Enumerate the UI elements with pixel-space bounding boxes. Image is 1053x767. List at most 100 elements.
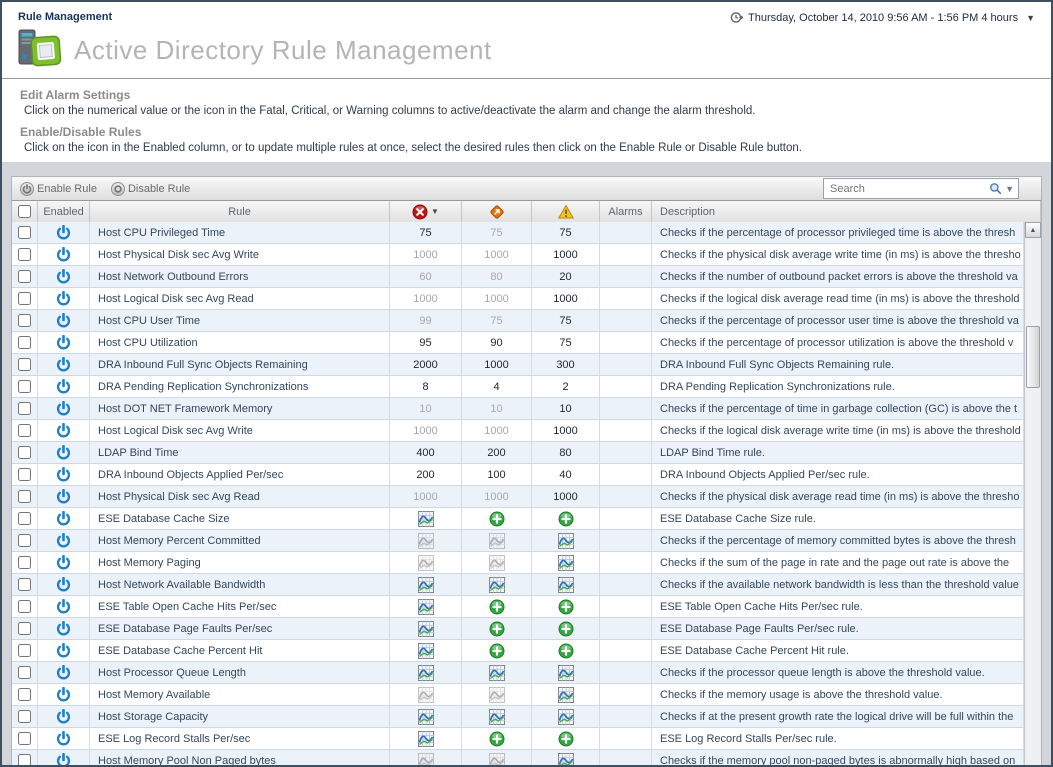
column-header-alarms[interactable]: Alarms bbox=[600, 201, 652, 222]
threshold-value[interactable]: 1000 bbox=[413, 292, 438, 305]
threshold-value[interactable]: 75 bbox=[490, 314, 503, 327]
metric-chart-icon[interactable] bbox=[488, 686, 505, 703]
metric-chart-icon[interactable] bbox=[557, 752, 574, 765]
threshold-value[interactable]: 1000 bbox=[484, 248, 509, 261]
column-header-critical[interactable] bbox=[462, 201, 532, 222]
metric-chart-icon[interactable] bbox=[417, 576, 434, 593]
metric-chart-icon[interactable] bbox=[557, 664, 574, 681]
row-checkbox[interactable] bbox=[18, 468, 31, 481]
threshold-value[interactable]: 1000 bbox=[484, 424, 509, 437]
metric-chart-icon[interactable] bbox=[557, 708, 574, 725]
threshold-value[interactable]: 1000 bbox=[553, 490, 578, 503]
row-checkbox[interactable] bbox=[18, 314, 31, 327]
threshold-value[interactable]: 1000 bbox=[484, 292, 509, 305]
add-threshold-icon[interactable] bbox=[558, 599, 574, 615]
power-icon[interactable] bbox=[56, 356, 72, 373]
power-icon[interactable] bbox=[56, 730, 72, 747]
threshold-value[interactable]: 75 bbox=[419, 226, 432, 239]
threshold-value[interactable]: 1000 bbox=[484, 358, 509, 371]
power-icon[interactable] bbox=[56, 532, 72, 549]
chevron-down-icon[interactable]: ▼ bbox=[1026, 12, 1035, 23]
threshold-value[interactable]: 1000 bbox=[553, 292, 578, 305]
time-range-selector[interactable]: Thursday, October 14, 2010 9:56 AM - 1:5… bbox=[730, 11, 1035, 24]
metric-chart-icon[interactable] bbox=[557, 532, 574, 549]
row-checkbox[interactable] bbox=[18, 490, 31, 503]
row-checkbox[interactable] bbox=[18, 270, 31, 283]
column-header-fatal[interactable]: ▼ bbox=[390, 201, 462, 222]
row-checkbox[interactable] bbox=[18, 226, 31, 239]
threshold-value[interactable]: 1000 bbox=[553, 248, 578, 261]
power-icon[interactable] bbox=[56, 246, 72, 263]
disable-rule-button[interactable]: Disable Rule bbox=[110, 181, 190, 196]
metric-chart-icon[interactable] bbox=[417, 620, 434, 637]
power-icon[interactable] bbox=[56, 686, 72, 703]
column-header-enabled[interactable]: Enabled bbox=[38, 201, 90, 222]
add-threshold-icon[interactable] bbox=[558, 621, 574, 637]
row-checkbox[interactable] bbox=[18, 292, 31, 305]
power-icon[interactable] bbox=[56, 620, 72, 637]
power-icon[interactable] bbox=[56, 708, 72, 725]
row-checkbox[interactable] bbox=[18, 534, 31, 547]
threshold-value[interactable]: 80 bbox=[490, 270, 503, 283]
threshold-value[interactable]: 75 bbox=[559, 336, 572, 349]
metric-chart-icon[interactable] bbox=[557, 686, 574, 703]
threshold-value[interactable]: 300 bbox=[556, 358, 575, 371]
threshold-value[interactable]: 10 bbox=[559, 402, 572, 415]
threshold-value[interactable]: 75 bbox=[490, 226, 503, 239]
add-threshold-icon[interactable] bbox=[558, 511, 574, 527]
row-checkbox[interactable] bbox=[18, 424, 31, 437]
metric-chart-icon[interactable] bbox=[417, 598, 434, 615]
power-icon[interactable] bbox=[56, 642, 72, 659]
threshold-value[interactable]: 2 bbox=[562, 380, 569, 393]
metric-chart-icon[interactable] bbox=[417, 686, 434, 703]
add-threshold-icon[interactable] bbox=[489, 511, 505, 527]
metric-chart-icon[interactable] bbox=[488, 664, 505, 681]
threshold-value[interactable]: 95 bbox=[419, 336, 432, 349]
power-icon[interactable] bbox=[56, 466, 72, 483]
row-checkbox[interactable] bbox=[18, 380, 31, 393]
metric-chart-icon[interactable] bbox=[488, 752, 505, 765]
column-header-warning[interactable] bbox=[532, 201, 600, 222]
threshold-value[interactable]: 2000 bbox=[413, 358, 438, 371]
power-icon[interactable] bbox=[56, 422, 72, 439]
power-icon[interactable] bbox=[56, 268, 72, 285]
power-icon[interactable] bbox=[56, 400, 72, 417]
threshold-value[interactable]: 200 bbox=[416, 468, 435, 481]
metric-chart-icon[interactable] bbox=[557, 576, 574, 593]
add-threshold-icon[interactable] bbox=[558, 731, 574, 747]
power-icon[interactable] bbox=[56, 598, 72, 615]
power-icon[interactable] bbox=[56, 444, 72, 461]
power-icon[interactable] bbox=[56, 576, 72, 593]
metric-chart-icon[interactable] bbox=[557, 554, 574, 571]
threshold-value[interactable]: 1000 bbox=[413, 424, 438, 437]
threshold-value[interactable]: 99 bbox=[419, 314, 432, 327]
metric-chart-icon[interactable] bbox=[417, 708, 434, 725]
threshold-value[interactable]: 1000 bbox=[413, 490, 438, 503]
threshold-value[interactable]: 4 bbox=[493, 380, 500, 393]
threshold-value[interactable]: 100 bbox=[487, 468, 506, 481]
metric-chart-icon[interactable] bbox=[417, 532, 434, 549]
threshold-value[interactable]: 400 bbox=[416, 446, 435, 459]
row-checkbox[interactable] bbox=[18, 248, 31, 261]
select-all-checkbox[interactable] bbox=[18, 205, 31, 218]
row-checkbox[interactable] bbox=[18, 622, 31, 635]
scroll-up-arrow-icon[interactable]: ▲ bbox=[1025, 222, 1041, 238]
row-checkbox[interactable] bbox=[18, 358, 31, 371]
metric-chart-icon[interactable] bbox=[417, 730, 434, 747]
threshold-value[interactable]: 75 bbox=[559, 226, 572, 239]
add-threshold-icon[interactable] bbox=[489, 621, 505, 637]
row-checkbox[interactable] bbox=[18, 578, 31, 591]
add-threshold-icon[interactable] bbox=[489, 599, 505, 615]
vertical-scrollbar[interactable]: ▲ bbox=[1024, 222, 1041, 765]
power-icon[interactable] bbox=[56, 752, 72, 765]
threshold-value[interactable]: 1000 bbox=[484, 490, 509, 503]
row-checkbox[interactable] bbox=[18, 446, 31, 459]
fatal-filter-chevron-icon[interactable]: ▼ bbox=[431, 207, 439, 216]
power-icon[interactable] bbox=[56, 224, 72, 241]
threshold-value[interactable]: 10 bbox=[419, 402, 432, 415]
metric-chart-icon[interactable] bbox=[488, 708, 505, 725]
row-checkbox[interactable] bbox=[18, 600, 31, 613]
column-header-description[interactable]: Description bbox=[652, 201, 1041, 222]
metric-chart-icon[interactable] bbox=[417, 664, 434, 681]
metric-chart-icon[interactable] bbox=[417, 510, 434, 527]
